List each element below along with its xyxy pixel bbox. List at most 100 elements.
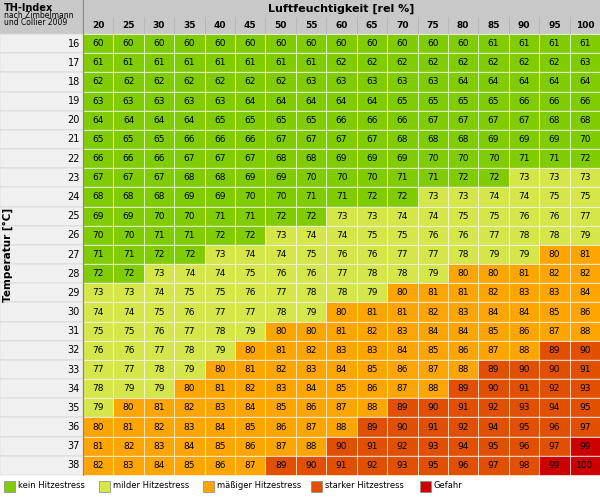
Text: 83: 83 xyxy=(123,461,134,470)
Bar xyxy=(265,34,296,53)
Text: 77: 77 xyxy=(123,365,134,374)
Bar xyxy=(387,130,418,149)
Text: 73: 73 xyxy=(548,173,560,182)
Text: 83: 83 xyxy=(336,346,347,355)
Bar xyxy=(83,360,113,379)
Bar xyxy=(174,456,205,475)
Text: 66: 66 xyxy=(518,96,530,105)
Text: 95: 95 xyxy=(579,404,590,413)
Text: 65: 65 xyxy=(427,96,439,105)
Text: 29: 29 xyxy=(68,288,80,298)
Bar xyxy=(569,111,600,130)
Bar xyxy=(418,283,448,303)
Bar xyxy=(144,283,174,303)
Bar xyxy=(83,322,113,341)
Bar xyxy=(235,187,265,207)
Bar xyxy=(205,91,235,111)
Text: 90: 90 xyxy=(397,422,408,431)
Text: 76: 76 xyxy=(457,231,469,240)
Bar xyxy=(144,456,174,475)
Bar xyxy=(205,53,235,73)
Bar xyxy=(326,379,357,398)
Bar xyxy=(569,53,600,73)
Bar xyxy=(326,264,357,283)
Text: 79: 79 xyxy=(214,346,226,355)
Text: 82: 82 xyxy=(366,327,377,335)
Text: 70: 70 xyxy=(305,173,317,182)
Bar xyxy=(448,168,478,187)
Text: 80: 80 xyxy=(214,365,226,374)
Text: 62: 62 xyxy=(123,78,134,86)
Text: 73: 73 xyxy=(275,231,286,240)
Text: 17: 17 xyxy=(68,58,80,68)
Bar xyxy=(357,226,387,245)
Text: 69: 69 xyxy=(488,135,499,144)
Text: 74: 74 xyxy=(518,192,530,201)
Text: 80: 80 xyxy=(245,346,256,355)
Bar xyxy=(569,149,600,168)
Text: 78: 78 xyxy=(153,365,165,374)
Text: 67: 67 xyxy=(184,154,195,163)
Bar xyxy=(539,207,569,226)
Text: 63: 63 xyxy=(214,96,226,105)
Text: 75: 75 xyxy=(488,212,499,221)
Text: 83: 83 xyxy=(305,365,317,374)
Bar xyxy=(205,379,235,398)
Bar xyxy=(174,437,205,456)
Text: 61: 61 xyxy=(275,58,286,67)
Text: 77: 77 xyxy=(336,269,347,278)
Text: 92: 92 xyxy=(366,461,377,470)
Text: 88: 88 xyxy=(457,365,469,374)
Text: 81: 81 xyxy=(153,404,165,413)
Text: 32: 32 xyxy=(68,345,80,355)
Bar xyxy=(478,417,509,437)
Text: 61: 61 xyxy=(153,58,165,67)
Text: 66: 66 xyxy=(366,116,377,125)
Bar xyxy=(235,264,265,283)
Text: 69: 69 xyxy=(518,135,530,144)
Text: 81: 81 xyxy=(397,308,408,317)
Bar xyxy=(235,417,265,437)
Bar xyxy=(357,187,387,207)
Text: 72: 72 xyxy=(366,192,377,201)
Text: 85: 85 xyxy=(548,308,560,317)
Bar xyxy=(235,322,265,341)
Bar xyxy=(205,149,235,168)
Text: 77: 77 xyxy=(153,346,165,355)
Bar xyxy=(174,417,205,437)
Bar xyxy=(539,245,569,264)
Text: 71: 71 xyxy=(123,250,134,259)
Text: 69: 69 xyxy=(123,212,134,221)
Text: 72: 72 xyxy=(154,250,165,259)
Text: 19: 19 xyxy=(68,96,80,106)
Bar xyxy=(539,417,569,437)
Text: 78: 78 xyxy=(518,231,530,240)
Text: 69: 69 xyxy=(397,154,408,163)
Text: 60: 60 xyxy=(123,39,134,48)
Bar xyxy=(448,437,478,456)
Text: 61: 61 xyxy=(488,39,499,48)
Text: 25: 25 xyxy=(122,21,135,30)
Text: 68: 68 xyxy=(123,192,134,201)
Bar xyxy=(144,168,174,187)
Text: 73: 73 xyxy=(518,173,530,182)
Bar xyxy=(0,226,83,245)
Bar xyxy=(144,341,174,360)
Bar xyxy=(387,398,418,417)
Bar xyxy=(83,456,113,475)
Bar xyxy=(478,34,509,53)
Text: 76: 76 xyxy=(305,269,317,278)
Bar xyxy=(205,245,235,264)
Bar xyxy=(174,187,205,207)
Text: 61: 61 xyxy=(548,39,560,48)
Text: 63: 63 xyxy=(305,78,317,86)
Text: 70: 70 xyxy=(184,212,195,221)
Bar xyxy=(235,398,265,417)
Bar xyxy=(357,322,387,341)
Bar xyxy=(174,303,205,322)
Bar xyxy=(326,245,357,264)
Text: 84: 84 xyxy=(457,327,469,335)
Bar xyxy=(174,207,205,226)
Bar xyxy=(418,303,448,322)
Text: 84: 84 xyxy=(579,288,590,297)
